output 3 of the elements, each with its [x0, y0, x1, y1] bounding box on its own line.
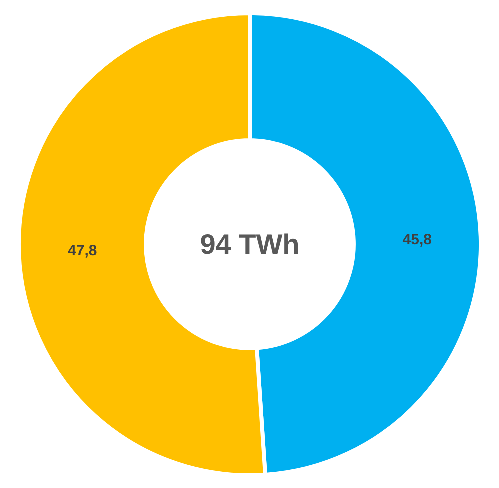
text: 94 TWh — [200, 229, 300, 260]
data-label: 47,8 — [68, 242, 98, 260]
data-label: 45,8 — [402, 231, 432, 248]
